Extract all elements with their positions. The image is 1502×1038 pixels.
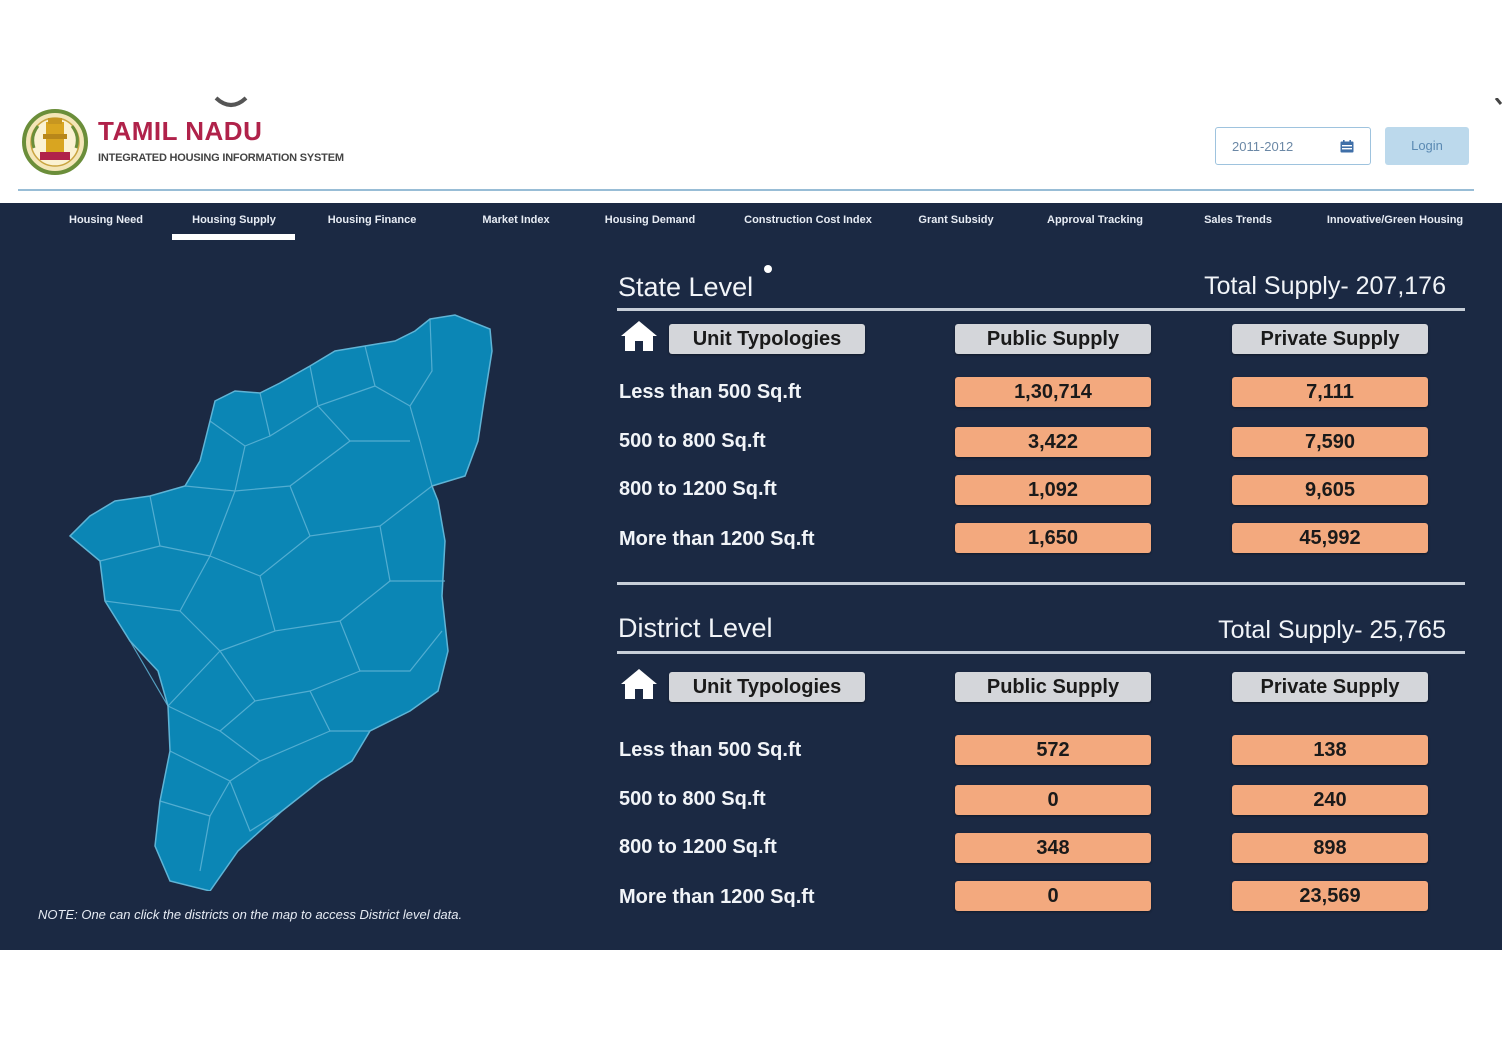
nav-item-housing-supply[interactable]: Housing Supply xyxy=(192,214,276,226)
calendar-icon[interactable] xyxy=(1340,140,1354,153)
district-private-value: 898 xyxy=(1232,833,1428,863)
dashboard-panel: Housing Need Housing Supply Housing Fina… xyxy=(0,203,1502,950)
section-divider xyxy=(617,582,1465,585)
nav-item-housing-need[interactable]: Housing Need xyxy=(69,214,143,226)
state-private-value: 45,992 xyxy=(1232,523,1428,553)
state-public-supply-header: Public Supply xyxy=(955,324,1151,354)
app-header: TAMIL NADU INTEGRATED HOUSING INFORMATIO… xyxy=(0,0,1502,200)
nav-item-grant-subsidy[interactable]: Grant Subsidy xyxy=(918,214,994,226)
state-private-value: 7,111 xyxy=(1232,377,1428,407)
map-note: NOTE: One can click the districts on the… xyxy=(38,907,463,922)
nav-item-housing-finance[interactable]: Housing Finance xyxy=(327,214,417,226)
nav-item-housing-demand[interactable]: Housing Demand xyxy=(604,214,696,226)
state-private-value: 7,590 xyxy=(1232,427,1428,457)
district-public-value: 572 xyxy=(955,735,1151,765)
brand-subtitle: INTEGRATED HOUSING INFORMATION SYSTEM xyxy=(98,152,344,164)
state-row-label: More than 1200 Sq.ft xyxy=(619,528,815,550)
district-row-label: More than 1200 Sq.ft xyxy=(619,886,815,908)
decorative-arc xyxy=(214,96,248,107)
district-private-value: 23,569 xyxy=(1232,881,1428,911)
brand-title: TAMIL NADU xyxy=(98,116,263,146)
district-total-supply: Total Supply- 25,765 xyxy=(1218,616,1446,644)
state-public-value: 1,30,714 xyxy=(955,377,1151,407)
decorative-corner xyxy=(1494,98,1502,105)
state-outline[interactable] xyxy=(68,314,493,891)
state-public-value: 3,422 xyxy=(955,427,1151,457)
district-divider xyxy=(617,651,1465,654)
year-value: 2011-2012 xyxy=(1232,139,1294,154)
nav-item-sales-trends[interactable]: Sales Trends xyxy=(1204,214,1272,226)
district-public-value: 0 xyxy=(955,881,1151,911)
district-private-value: 240 xyxy=(1232,785,1428,815)
district-public-value: 348 xyxy=(955,833,1151,863)
nav-item-construction-cost-index[interactable]: Construction Cost Index xyxy=(744,214,872,226)
state-public-value: 1,650 xyxy=(955,523,1151,553)
district-row-label: 800 to 1200 Sq.ft xyxy=(619,836,777,858)
tamil-nadu-district-map[interactable] xyxy=(60,311,500,891)
nav-item-market-index[interactable]: Market Index xyxy=(482,214,550,226)
tamil-nadu-emblem-icon[interactable] xyxy=(22,106,88,178)
login-button[interactable]: Login xyxy=(1385,127,1469,165)
state-level-title: State Level xyxy=(618,272,754,302)
home-icon[interactable] xyxy=(619,319,659,353)
district-boundaries xyxy=(99,318,445,872)
district-level-title: District Level xyxy=(618,613,773,643)
state-row-label: 800 to 1200 Sq.ft xyxy=(619,478,777,500)
district-private-supply-header: Private Supply xyxy=(1232,672,1428,702)
state-row-label: 500 to 800 Sq.ft xyxy=(619,430,766,452)
district-unit-typologies-header: Unit Typologies xyxy=(669,672,865,702)
year-select[interactable]: 2011-2012 xyxy=(1215,127,1371,165)
state-total-supply: Total Supply- 207,176 xyxy=(1204,272,1446,300)
district-row-label: Less than 500 Sq.ft xyxy=(619,739,802,761)
district-row-label: 500 to 800 Sq.ft xyxy=(619,788,766,810)
state-private-value: 9,605 xyxy=(1232,475,1428,505)
state-info-dot xyxy=(764,265,772,273)
state-divider xyxy=(617,308,1465,311)
nav-item-innovative-green-housing[interactable]: Innovative/Green Housing xyxy=(1326,214,1464,226)
district-public-supply-header: Public Supply xyxy=(955,672,1151,702)
state-public-value: 1,092 xyxy=(955,475,1151,505)
state-private-supply-header: Private Supply xyxy=(1232,324,1428,354)
home-icon[interactable] xyxy=(619,667,659,701)
header-divider xyxy=(18,189,1474,191)
district-private-value: 138 xyxy=(1232,735,1428,765)
state-row-label: Less than 500 Sq.ft xyxy=(619,381,802,403)
nav-item-approval-tracking[interactable]: Approval Tracking xyxy=(1047,214,1143,226)
district-public-value: 0 xyxy=(955,785,1151,815)
active-tab-indicator xyxy=(172,234,295,240)
main-nav: Housing Need Housing Supply Housing Fina… xyxy=(0,203,1502,243)
state-unit-typologies-header: Unit Typologies xyxy=(669,324,865,354)
